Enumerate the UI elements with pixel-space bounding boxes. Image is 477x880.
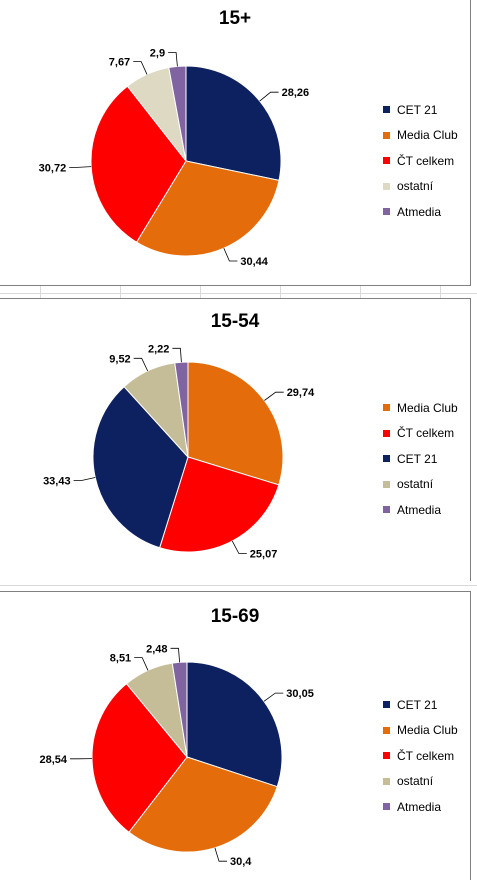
grid-line xyxy=(0,293,477,294)
legend-item: ostatní xyxy=(383,769,458,795)
legend-item: ČT celkem xyxy=(383,743,458,769)
legend-item: Media Club xyxy=(383,718,458,744)
pie-slice-cet-21 xyxy=(186,66,281,180)
grid-line xyxy=(120,286,121,298)
legend-swatch xyxy=(383,404,390,411)
grid-line xyxy=(200,286,201,298)
legend-label: ostatní xyxy=(397,477,433,491)
legend-label: Atmedia xyxy=(397,503,441,517)
legend-label: CET 21 xyxy=(397,452,437,466)
legend-swatch xyxy=(383,778,390,785)
sheet-gap xyxy=(0,581,477,591)
data-label: 28,54 xyxy=(39,754,67,766)
data-label: 2,22 xyxy=(148,343,169,355)
legend-item: Atmedia xyxy=(383,794,458,820)
grid-line xyxy=(0,585,477,586)
legend-label: Atmedia xyxy=(397,205,441,219)
grid-line xyxy=(40,286,41,298)
legend-item: CET 21 xyxy=(383,692,458,718)
legend-item: ostatní xyxy=(383,174,458,200)
grid-line xyxy=(280,286,281,298)
legend-swatch xyxy=(383,506,390,513)
sheet-gap xyxy=(0,286,477,298)
legend-label: CET 21 xyxy=(397,103,437,117)
legend-item: Atmedia xyxy=(383,497,458,523)
legend-swatch xyxy=(383,752,390,759)
legend-swatch xyxy=(383,208,390,215)
legend-label: Media Club xyxy=(397,128,458,142)
legend-swatch xyxy=(383,455,390,462)
legend-item: ČT celkem xyxy=(383,421,458,447)
data-label: 30,72 xyxy=(39,162,67,174)
legend-item: Atmedia xyxy=(383,199,458,225)
legend-label: Media Club xyxy=(397,401,458,415)
leader-line xyxy=(133,62,147,75)
leader-line xyxy=(168,53,177,67)
data-label: 33,43 xyxy=(43,476,71,488)
legend-swatch xyxy=(383,701,390,708)
legend-label: CET 21 xyxy=(397,698,437,712)
legend-swatch xyxy=(383,106,390,113)
leader-line xyxy=(224,248,238,261)
leader-line xyxy=(134,658,148,671)
legend-label: Media Club xyxy=(397,723,458,737)
data-label: 9,52 xyxy=(109,353,130,365)
leader-line xyxy=(172,348,181,362)
data-label: 7,67 xyxy=(109,57,130,69)
leader-line xyxy=(69,167,91,168)
leader-line xyxy=(171,648,180,662)
data-label: 25,07 xyxy=(250,548,278,560)
legend-swatch xyxy=(383,157,390,164)
legend-swatch xyxy=(383,803,390,810)
legend-swatch xyxy=(383,481,390,488)
leader-line xyxy=(74,478,96,481)
leader-line xyxy=(264,693,283,701)
chart-legend: CET 21 Media Club ČT celkem ostatní Atmedia xyxy=(383,97,458,225)
legend-swatch xyxy=(383,727,390,734)
data-label: 29,74 xyxy=(287,387,315,399)
legend-label: ČT celkem xyxy=(397,154,454,168)
legend-item: CET 21 xyxy=(383,97,458,123)
data-label: 28,26 xyxy=(282,87,310,99)
leader-line xyxy=(232,541,247,553)
legend-swatch xyxy=(383,430,390,437)
chart-legend: Media Club ČT celkem CET 21 ostatní Atmedia xyxy=(383,395,458,523)
data-label: 8,51 xyxy=(110,653,131,665)
data-label: 30,44 xyxy=(240,256,268,268)
legend-item: Media Club xyxy=(383,395,458,421)
data-label: 2,48 xyxy=(146,643,167,655)
grid-line xyxy=(440,286,441,298)
legend-item: ČT celkem xyxy=(383,148,458,174)
legend-label: Atmedia xyxy=(397,800,441,814)
data-label: 30,4 xyxy=(230,856,252,868)
legend-label: ostatní xyxy=(397,774,433,788)
leader-line xyxy=(215,848,227,861)
grid-line xyxy=(360,286,361,298)
legend-swatch xyxy=(383,183,390,190)
legend-label: ČT celkem xyxy=(397,749,454,763)
legend-item: CET 21 xyxy=(383,446,458,472)
legend-item: Media Club xyxy=(383,123,458,149)
leader-line xyxy=(134,358,148,371)
legend-item: ostatní xyxy=(383,472,458,498)
data-label: 2,9 xyxy=(150,48,165,60)
legend-label: ČT celkem xyxy=(397,426,454,440)
leader-line xyxy=(260,92,279,101)
leader-line xyxy=(264,392,283,400)
data-label: 30,05 xyxy=(286,688,314,700)
chart-legend: CET 21 Media Club ČT celkem ostatní Atmedia xyxy=(383,692,458,820)
legend-swatch xyxy=(383,132,390,139)
legend-label: ostatní xyxy=(397,179,433,193)
